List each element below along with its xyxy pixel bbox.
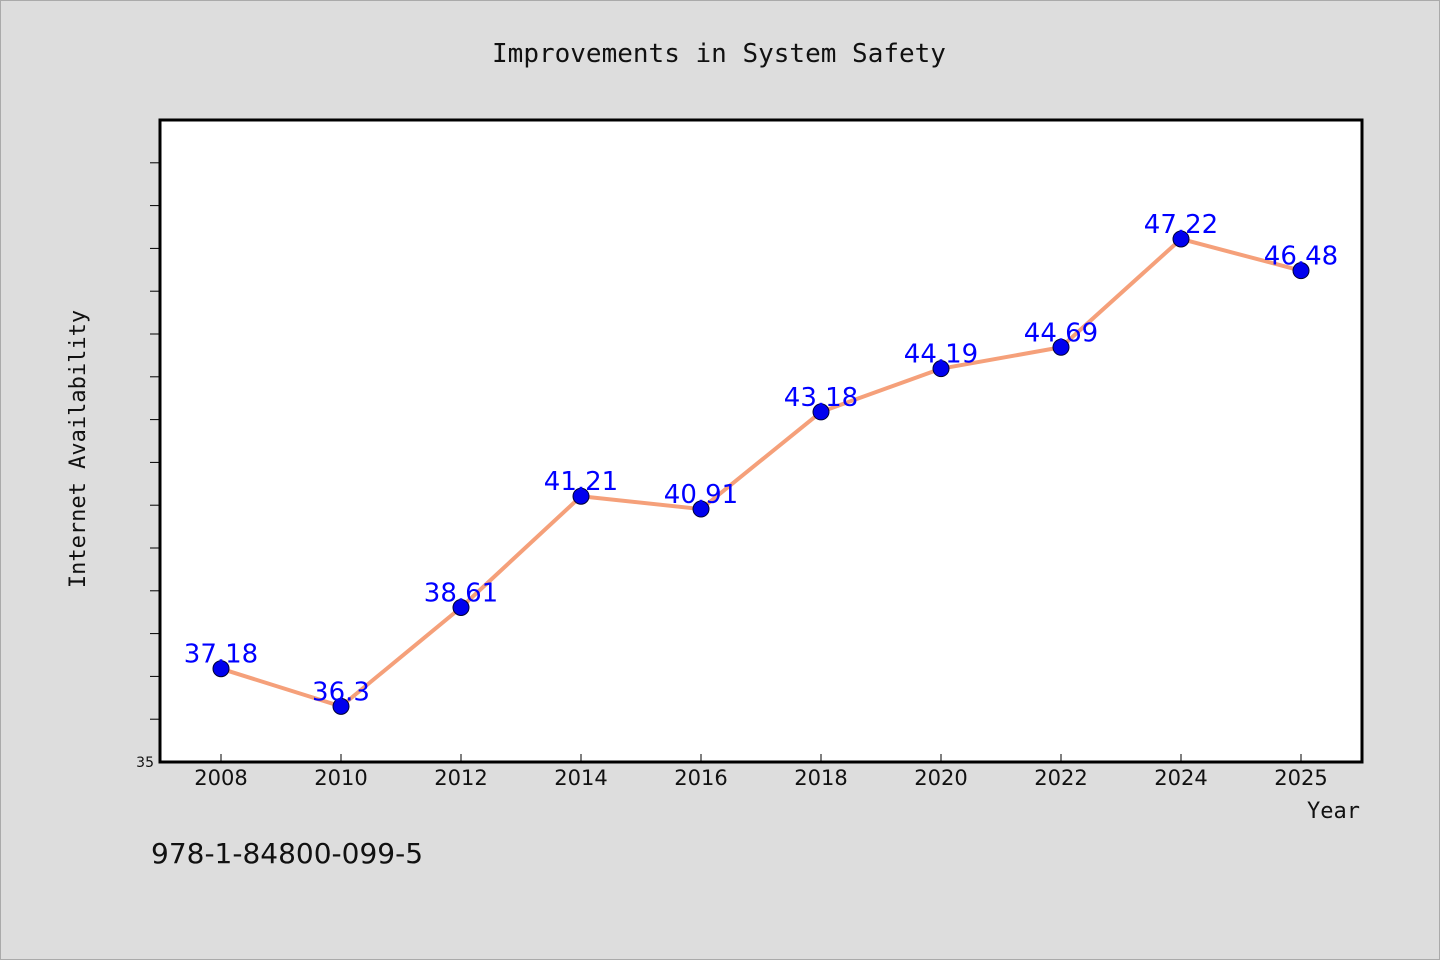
x-tick-label: 2025 <box>1274 766 1327 790</box>
data-label: 44.69 <box>1024 318 1098 348</box>
series-line <box>219 236 1303 709</box>
data-point <box>452 598 470 616</box>
data-point <box>1052 338 1070 356</box>
x-tick-label: 2020 <box>914 766 967 790</box>
data-point <box>332 697 350 715</box>
data-label: 38.61 <box>424 578 498 608</box>
data-label: 47.22 <box>1144 210 1218 240</box>
y-axis-ticks: 35 <box>136 162 160 771</box>
x-tick-label: 2010 <box>314 766 367 790</box>
data-point <box>1172 230 1190 248</box>
data-label: 37.18 <box>184 640 258 670</box>
x-tick-label: 2012 <box>434 766 487 790</box>
data-point <box>932 360 950 378</box>
data-label: 43.18 <box>784 383 858 413</box>
x-tick-label: 2024 <box>1154 766 1207 790</box>
data-point <box>1292 262 1310 280</box>
y-tick-label: 35 <box>136 755 154 771</box>
x-axis-ticks: 2008 2010 2012 2014 2016 2018 2020 2022 2024 2025 <box>194 754 1328 790</box>
x-axis-title: Year <box>1307 799 1360 824</box>
data-label: 40.91 <box>664 480 738 510</box>
series-layer: 37.18 36.3 38.61 41.21 40.91 43.18 44.19 44.69 4… <box>184 210 1338 715</box>
data-label: 44.19 <box>904 340 978 370</box>
x-tick-label: 2014 <box>554 766 607 790</box>
data-point <box>572 487 590 505</box>
data-label: 36.3 <box>312 677 370 707</box>
x-tick-label: 2008 <box>194 766 247 790</box>
data-point <box>212 660 230 678</box>
data-label: 41.21 <box>544 467 618 497</box>
chart-title: Improvements in System Safety <box>492 39 946 69</box>
plot-area <box>158 118 1364 764</box>
x-tick-label: 2016 <box>674 766 727 790</box>
data-point <box>692 500 710 518</box>
x-tick-label: 2018 <box>794 766 847 790</box>
data-label: 46.48 <box>1264 242 1338 272</box>
data-point <box>812 403 830 421</box>
isbn-text: 978-1-84800-099-5 <box>151 837 423 870</box>
x-tick-label: 2022 <box>1034 766 1087 790</box>
y-axis-title: Internet Availability <box>66 310 91 588</box>
